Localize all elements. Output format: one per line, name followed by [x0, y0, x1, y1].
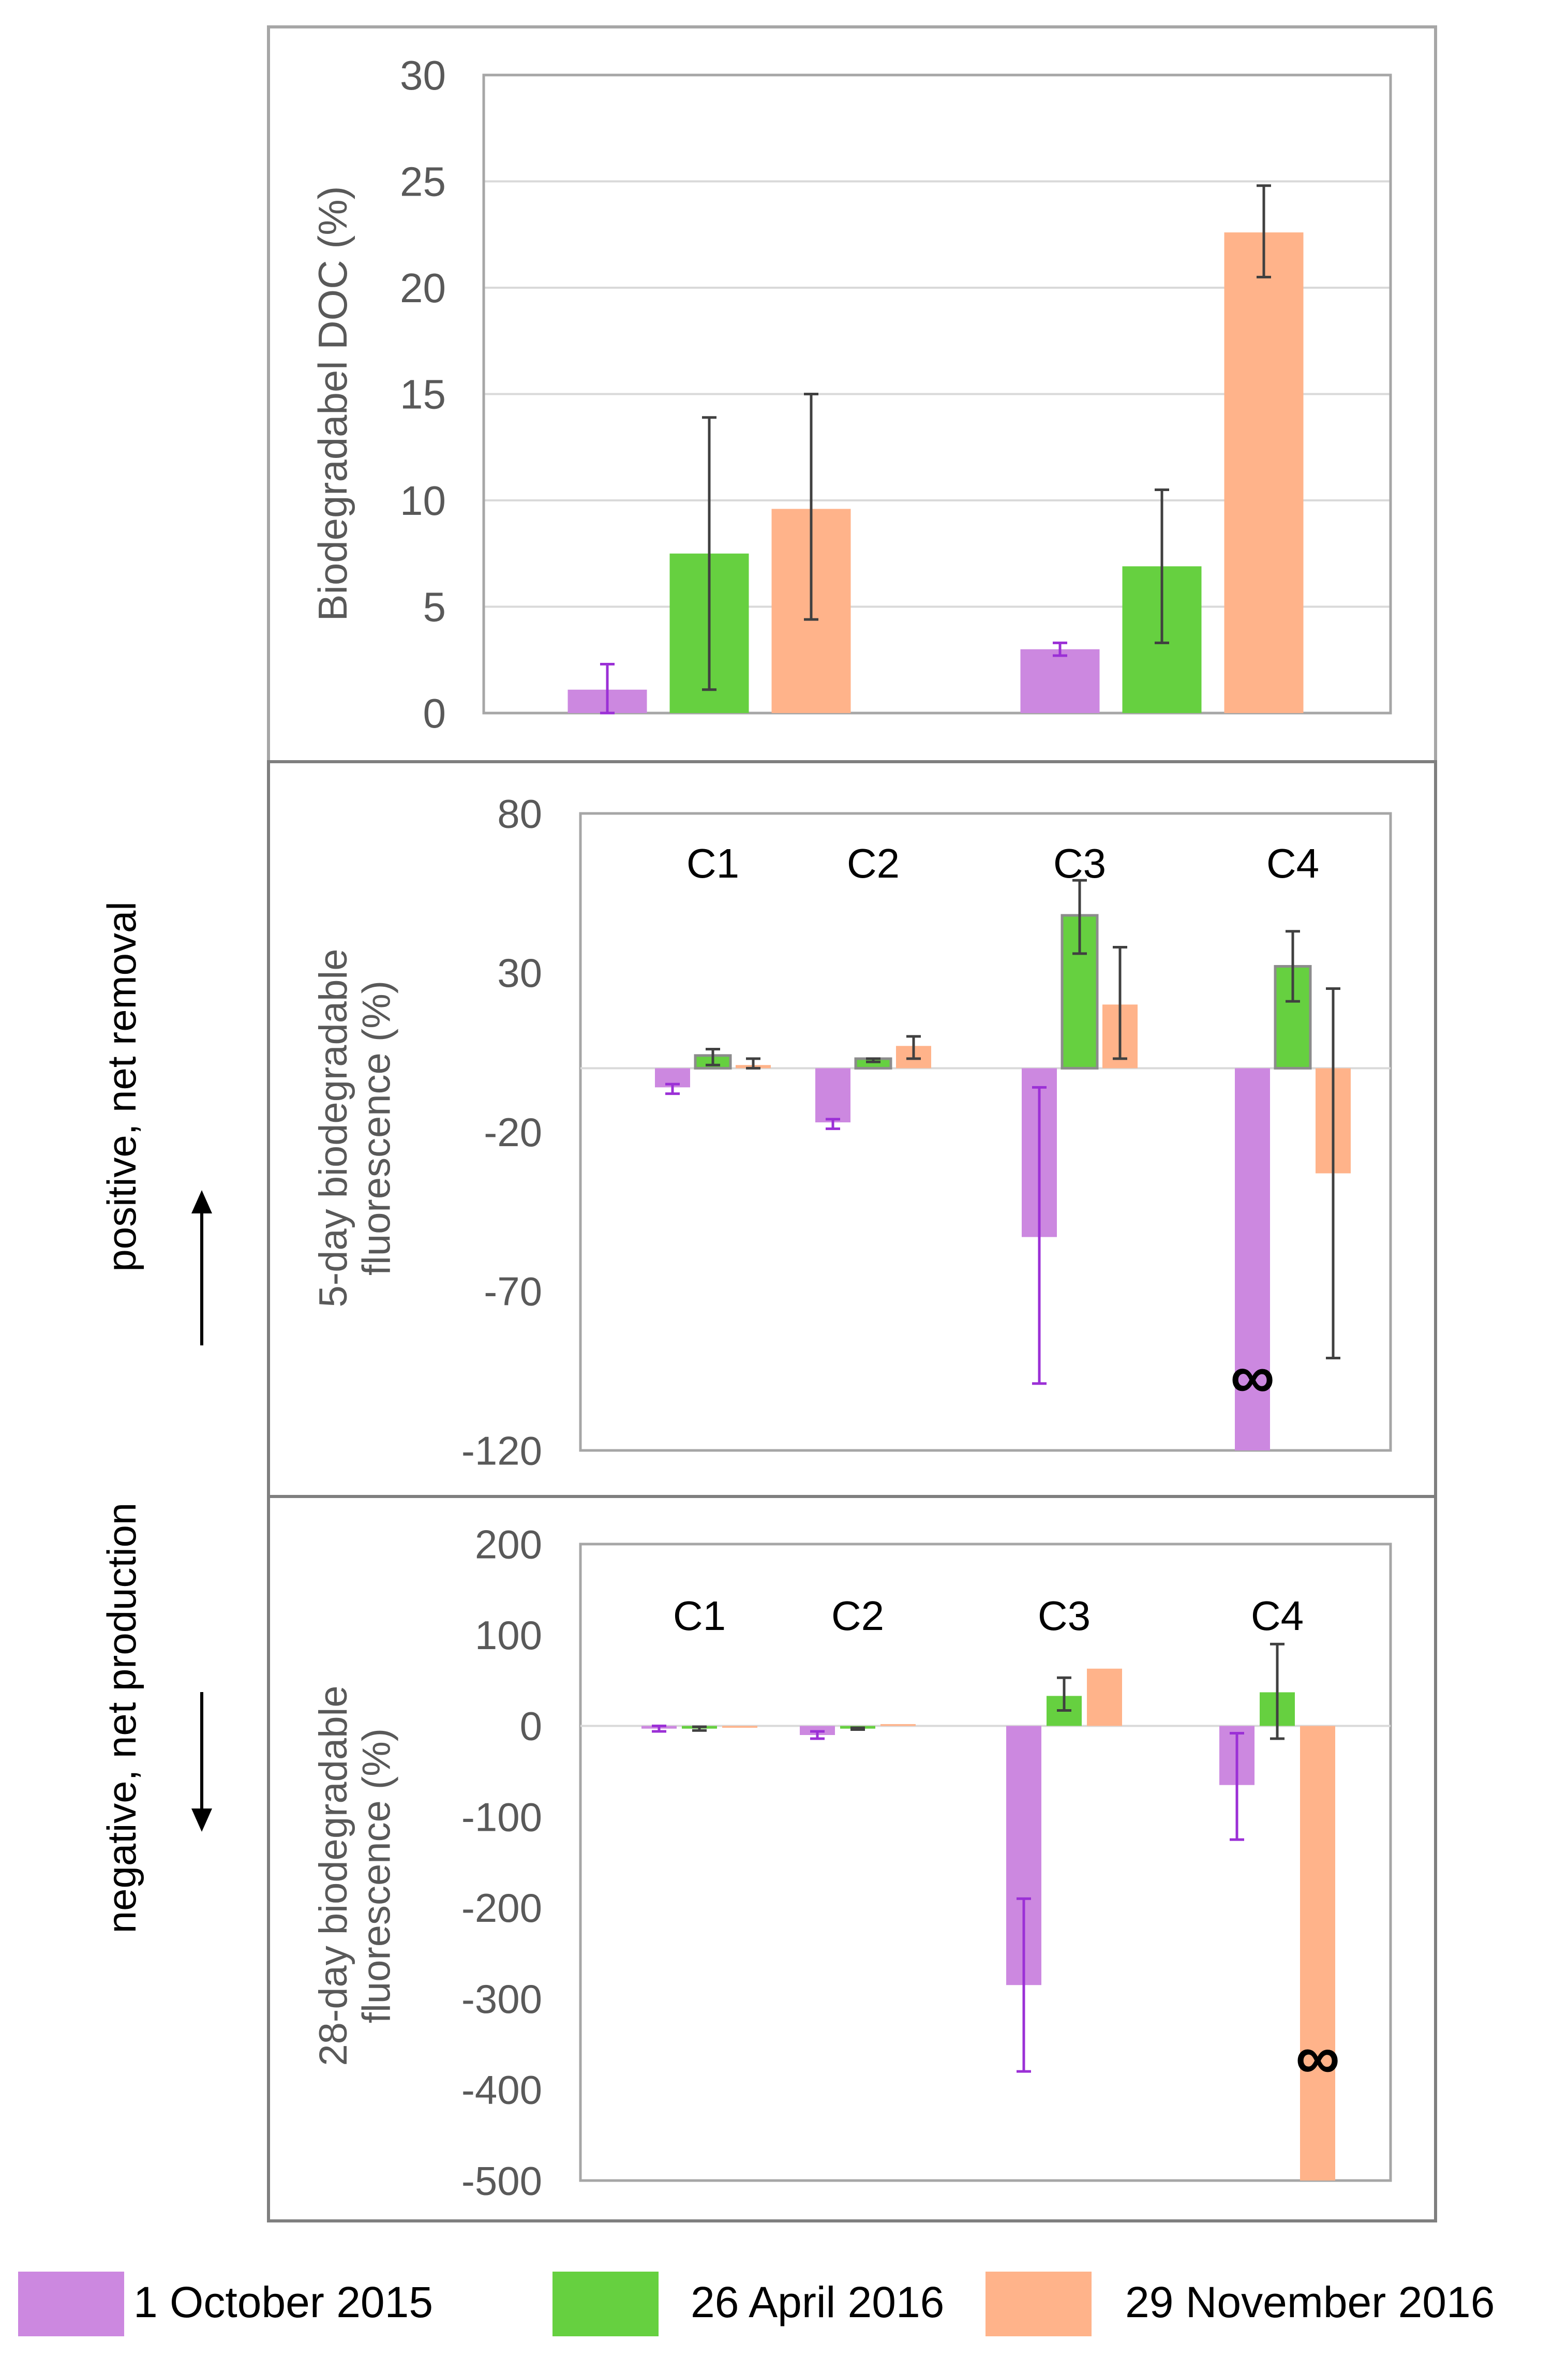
category-label: C3	[1038, 1593, 1091, 1639]
legend-label-nov-2016: 29 November 2016	[1125, 2278, 1495, 2326]
y-tick-label: 30	[400, 52, 446, 98]
error-bar	[600, 662, 615, 715]
y-axis-label: 28-day biodegradablefluorescence (%)	[311, 1685, 399, 2066]
y-tick-label: -120	[461, 1428, 542, 1473]
bar	[1224, 232, 1304, 713]
plot-area	[579, 1543, 1392, 2182]
error-bar	[746, 1057, 760, 1070]
error-bar	[1113, 946, 1127, 1060]
bar	[815, 1068, 850, 1123]
panel-3-frame	[267, 1495, 1437, 2222]
error-bar	[1017, 1897, 1031, 2073]
chart-biodegradable-doc: 0 5 10 15 20 25 30 Biodegradabel DOC (%)	[310, 52, 1392, 736]
bar	[880, 1724, 916, 1726]
arrow-down-icon	[191, 1692, 212, 1832]
infinity-marker: ∞	[1295, 2023, 1340, 2092]
error-bar	[1326, 987, 1340, 1360]
side-label-negative: negative, net production	[99, 1503, 144, 1934]
y-tick-label: 0	[423, 690, 446, 736]
bar	[1020, 649, 1100, 713]
bar	[722, 1726, 757, 1728]
legend-swatch-nov-2016	[985, 2272, 1092, 2336]
error-bar	[1270, 1642, 1285, 1740]
error-bar	[1155, 488, 1169, 644]
error-bar	[804, 393, 818, 621]
chart-28day-fluorescence: 200 100 0 -100 -200 -300 -400 -500 28-day biodeg…	[311, 1521, 1392, 2203]
error-bar	[1032, 1086, 1047, 1385]
y-tick-label: -500	[461, 2158, 542, 2203]
error-bar	[652, 1724, 666, 1733]
y-tick-label: -100	[461, 1794, 542, 1840]
y-axis-label: Biodegradabel DOC (%)	[310, 186, 355, 621]
chart-5day-fluorescence: 80 30 -20 -70 -120 5-day biodegradablefluores…	[311, 791, 1392, 1473]
y-tick-label: 200	[475, 1521, 542, 1567]
legend-label-apr-2016: 26 April 2016	[691, 2278, 944, 2326]
infinity-marker: ∞	[1230, 1342, 1275, 1411]
error-bar	[826, 1118, 840, 1130]
error-bar	[866, 1057, 880, 1063]
error-bar	[692, 1725, 707, 1732]
error-bar	[810, 1730, 825, 1740]
y-tick-label: 15	[400, 372, 446, 418]
y-tick-label: -300	[461, 1976, 542, 2022]
bar	[1087, 1668, 1122, 1726]
y-axis-label: 5-day biodegradablefluorescence (%)	[311, 949, 399, 1308]
y-tick-label: 5	[423, 584, 446, 630]
y-tick-label: 0	[520, 1703, 542, 1749]
category-label: C2	[831, 1593, 884, 1639]
legend: 1 October 2015 26 April 2016 29 November…	[18, 2272, 1495, 2336]
side-label-positive: positive, net removal	[99, 901, 144, 1271]
error-bar	[665, 1083, 680, 1095]
category-label: C1	[686, 840, 739, 886]
category-label: C1	[673, 1593, 726, 1639]
error-bar	[1230, 1731, 1244, 1841]
error-bar	[1057, 1676, 1071, 1712]
y-tick-label: -400	[461, 2067, 542, 2113]
y-tick-label: -20	[484, 1109, 542, 1155]
y-tick-label: -200	[461, 1885, 542, 1931]
error-bar	[850, 1726, 865, 1731]
legend-label-oct-2015: 1 October 2015	[133, 2278, 433, 2326]
plot-area	[579, 812, 1392, 1452]
error-bar	[702, 416, 716, 691]
error-bar	[1053, 641, 1067, 657]
error-bar	[1072, 879, 1087, 955]
y-tick-label: 10	[400, 478, 446, 524]
legend-swatch-oct-2015	[18, 2272, 124, 2336]
legend-swatch-apr-2016	[552, 2272, 659, 2336]
error-bar	[706, 1047, 720, 1066]
y-tick-label: 25	[400, 159, 446, 205]
bar	[1235, 1068, 1270, 1450]
category-label: C4	[1266, 840, 1319, 886]
y-tick-label: -70	[484, 1269, 542, 1314]
y-tick-label: 30	[497, 950, 542, 996]
plot-area	[482, 73, 1392, 715]
category-label: C3	[1053, 840, 1106, 886]
category-label: C4	[1251, 1593, 1304, 1639]
bar	[1300, 1726, 1335, 2181]
error-bar	[1257, 184, 1271, 278]
error-bar	[906, 1035, 921, 1060]
y-tick-label: 80	[497, 791, 542, 836]
category-label: C2	[847, 840, 900, 886]
arrow-up-icon	[191, 1190, 212, 1345]
y-tick-label: 20	[400, 265, 446, 311]
y-tick-label: 100	[475, 1612, 542, 1658]
error-bar	[1286, 930, 1300, 1003]
